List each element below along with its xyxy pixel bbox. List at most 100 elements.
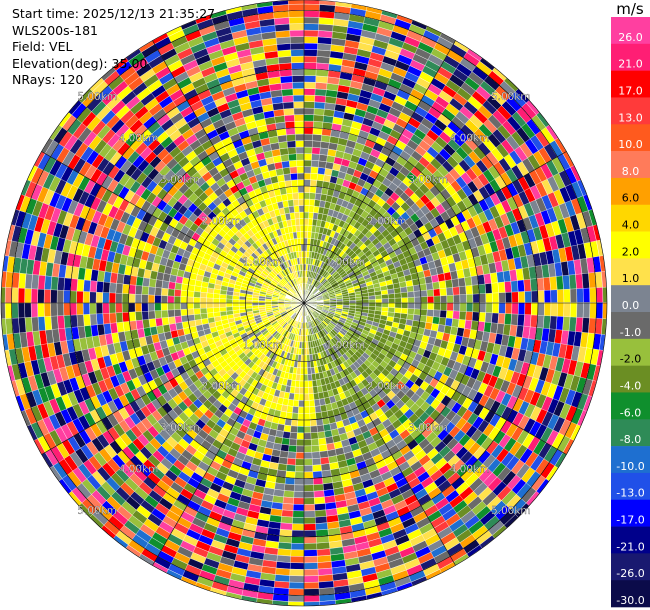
range-gate [102, 281, 111, 294]
range-gate [289, 562, 305, 570]
range-gate [296, 439, 305, 447]
range-gate [0, 302, 6, 320]
range-gate [57, 315, 66, 330]
range-gate [284, 418, 293, 426]
range-gate [303, 29, 319, 38]
range-gate [465, 284, 473, 295]
range-gate [109, 282, 117, 294]
range-gate [291, 186, 299, 194]
range-gate [174, 289, 182, 297]
range-gate [291, 68, 305, 76]
range-gate [83, 314, 91, 327]
range-gate [303, 439, 312, 447]
range-gate [89, 313, 98, 326]
range-gate [298, 393, 305, 401]
range-gate [212, 298, 220, 304]
range-gate [291, 523, 305, 531]
range-gate [276, 49, 292, 58]
range-gate [301, 348, 305, 356]
range-gate [287, 10, 305, 18]
range-gate [69, 302, 77, 316]
range-gate [290, 173, 298, 181]
range-gate [280, 82, 293, 90]
range-gate [108, 302, 116, 314]
range-gate [148, 286, 156, 296]
range-gate [303, 250, 307, 258]
range-gate [299, 224, 305, 232]
range-gate [212, 293, 221, 299]
range-gate [167, 295, 175, 304]
range-gate [313, 477, 324, 485]
range-gate [69, 290, 77, 304]
range-gate [309, 185, 317, 194]
range-gate [279, 450, 289, 459]
range-gate [187, 284, 196, 292]
range-gate [292, 406, 299, 414]
range-gate [297, 315, 301, 323]
range-gate [315, 69, 329, 77]
range-gate [148, 278, 157, 288]
range-gate [199, 291, 208, 299]
range-gate [24, 273, 33, 290]
range-gate [313, 483, 325, 492]
range-gate [115, 312, 124, 324]
range-gate [63, 302, 71, 317]
range-gate [43, 302, 52, 318]
range-gate [562, 274, 571, 290]
range-gate [602, 286, 608, 304]
range-gate [303, 107, 315, 115]
range-gate [299, 387, 305, 395]
range-gate [108, 292, 116, 304]
range-gate [303, 601, 321, 607]
range-gate [303, 465, 314, 473]
range-gate [289, 42, 305, 51]
range-gate [303, 555, 319, 564]
range-gate [303, 484, 315, 492]
range-gate [453, 294, 461, 304]
range-gate [420, 296, 428, 304]
range-gate [148, 310, 156, 320]
range-gate [292, 510, 305, 518]
range-gate [303, 588, 321, 596]
range-gate [491, 282, 499, 294]
range-gate [115, 302, 123, 314]
range-gate [294, 478, 305, 486]
range-gate [219, 302, 227, 308]
range-gate [317, 554, 332, 563]
range-gate [303, 497, 316, 505]
range-gate [303, 153, 312, 161]
range-gate [318, 154, 328, 162]
range-gate [303, 179, 311, 187]
range-gate [290, 49, 305, 57]
range-gate [135, 285, 143, 295]
range-gate [319, 147, 329, 156]
range-gate [303, 298, 310, 304]
range-gate [285, 127, 296, 136]
range-gate [303, 237, 308, 245]
range-gate [291, 75, 305, 83]
range-gate [298, 205, 305, 213]
range-gate [147, 302, 155, 312]
range-gate [309, 412, 317, 420]
range-gate [63, 290, 71, 304]
range-gate [307, 218, 313, 226]
range-gate [451, 278, 460, 288]
range-gate [555, 275, 564, 290]
range-gate [286, 457, 297, 466]
range-gate [459, 294, 467, 304]
range-gate [17, 287, 26, 304]
range-gate [232, 299, 240, 304]
range-gate [44, 316, 53, 331]
range-gate [312, 464, 323, 472]
range-gate [282, 101, 294, 110]
range-gate [154, 287, 162, 296]
range-gate [282, 496, 295, 505]
range-gate [314, 503, 327, 511]
range-gate [303, 192, 310, 200]
range-gate [30, 302, 39, 318]
range-gate [485, 292, 493, 304]
range-gate [472, 293, 480, 304]
range-gate [102, 302, 110, 315]
range-gate [302, 296, 305, 304]
range-gate [180, 302, 188, 310]
